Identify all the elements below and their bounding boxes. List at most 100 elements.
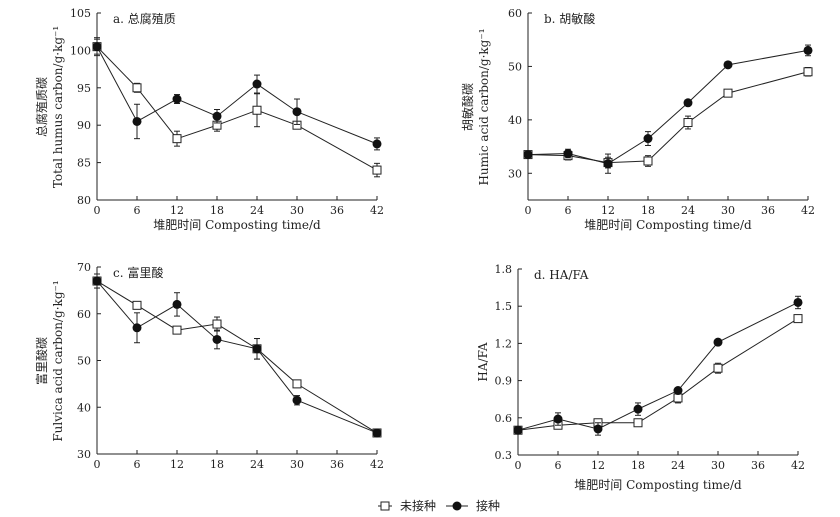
panel-title: a. 总腐殖质 xyxy=(113,11,176,26)
legend-label-uninoculated: 未接种 xyxy=(400,498,436,513)
series-line xyxy=(96,46,378,145)
x-tick-label: 30 xyxy=(290,204,304,217)
data-point-circle xyxy=(172,299,182,309)
x-tick-label: 12 xyxy=(591,459,605,472)
data-point-square xyxy=(252,105,262,115)
series-inoculated xyxy=(513,295,803,436)
series-line xyxy=(96,46,378,171)
x-tick-label: 0 xyxy=(525,204,532,217)
y-tick-label: 70 xyxy=(77,261,91,274)
x-tick-label: 0 xyxy=(94,458,101,471)
x-tick-label: 30 xyxy=(711,459,725,472)
x-tick-label: 24 xyxy=(250,204,264,217)
series-uninoculated xyxy=(92,38,382,178)
x-axis-title: 堆肥时间 Composting time/d xyxy=(574,478,742,492)
x-tick-label: 36 xyxy=(761,204,775,217)
y-tick-label: 1.5 xyxy=(495,300,513,313)
x-tick-label: 18 xyxy=(641,204,655,217)
panel-d: 0 6 12 18 24 30 36 42 0.3 0.6 0.9 1.2 1.5 1.8 d. HA/FA… xyxy=(476,263,805,492)
y-axis-title-en: Fulvica acid carbon/g·kg⁻¹ xyxy=(51,280,65,441)
data-point-circle xyxy=(563,149,573,159)
data-point-square xyxy=(172,325,182,335)
y-tick-label: 40 xyxy=(77,401,91,414)
y-axis-title-cn: 总腐殖质碳 xyxy=(34,77,49,137)
x-tick-label: 30 xyxy=(721,204,735,217)
panel-title: d. HA/FA xyxy=(534,268,589,282)
x-tick-label: 36 xyxy=(751,459,765,472)
series-inoculated xyxy=(523,44,813,174)
x-tick-label: 24 xyxy=(681,204,695,217)
x-tick-label: 36 xyxy=(330,458,344,471)
y-axis-title-cn: 富里酸碳 xyxy=(34,337,49,385)
y-tick-label: 50 xyxy=(77,355,91,368)
y-axis-title-en: Total humus carbon/g·kg⁻¹ xyxy=(51,26,65,188)
data-point-circle xyxy=(643,134,653,144)
y-tick-label: 0.9 xyxy=(495,375,513,388)
data-point-circle xyxy=(683,98,693,108)
data-point-circle xyxy=(212,111,222,121)
data-point-square xyxy=(673,393,683,403)
y-tick-label: 1.8 xyxy=(495,263,513,276)
panel-a: 0 6 12 18 24 30 36 42 80 85 90 95 100 105 a. 总腐殖质堆肥时间 … xyxy=(34,7,384,232)
series-line xyxy=(527,49,809,165)
series-inoculated xyxy=(92,37,382,151)
data-point-circle xyxy=(593,424,603,434)
data-point-circle xyxy=(633,404,643,414)
data-point-circle xyxy=(132,323,142,333)
x-tick-label: 18 xyxy=(210,458,224,471)
y-tick-label: 0.6 xyxy=(495,412,513,425)
data-point-circle xyxy=(803,45,813,55)
data-point-circle xyxy=(523,150,533,160)
x-tick-label: 12 xyxy=(170,458,184,471)
y-tick-label: 30 xyxy=(508,167,522,180)
x-tick-label: 0 xyxy=(515,459,522,472)
data-point-circle xyxy=(372,139,382,149)
y-tick-label: 30 xyxy=(77,448,91,461)
x-tick-label: 12 xyxy=(170,204,184,217)
y-tick-label: 1.2 xyxy=(495,337,513,350)
x-tick-label: 6 xyxy=(134,204,141,217)
y-tick-label: 60 xyxy=(508,7,522,20)
data-point-square xyxy=(643,156,653,166)
x-tick-label: 36 xyxy=(330,204,344,217)
y-tick-label: 85 xyxy=(77,157,91,170)
data-point-circle xyxy=(673,386,683,396)
data-point-circle xyxy=(92,276,102,286)
x-tick-label: 42 xyxy=(370,458,384,471)
data-point-square xyxy=(172,134,182,144)
panel-title: c. 富里酸 xyxy=(113,265,163,280)
y-tick-label: 105 xyxy=(70,7,91,20)
y-tick-label: 100 xyxy=(70,44,91,57)
data-point-square xyxy=(132,83,142,93)
series-line xyxy=(517,318,799,431)
legend-marker-filled-circle xyxy=(452,501,462,511)
data-point-square xyxy=(212,319,222,329)
y-tick-label: 50 xyxy=(508,60,522,73)
data-point-circle xyxy=(713,337,723,347)
legend: 未接种 接种 xyxy=(378,498,500,513)
x-tick-label: 24 xyxy=(671,459,685,472)
data-point-circle xyxy=(372,428,382,438)
data-point-circle xyxy=(212,334,222,344)
data-point-circle xyxy=(252,344,262,354)
y-tick-label: 40 xyxy=(508,114,522,127)
data-point-square xyxy=(723,88,733,98)
series-inoculated xyxy=(92,273,382,438)
x-tick-label: 42 xyxy=(801,204,815,217)
panel-title: b. 胡敏酸 xyxy=(544,11,595,26)
data-point-circle xyxy=(252,79,262,89)
data-point-square xyxy=(683,118,693,128)
data-point-circle xyxy=(603,159,613,169)
data-point-circle xyxy=(723,60,733,70)
x-axis-title: 堆肥时间 Composting time/d xyxy=(584,218,752,232)
data-point-square xyxy=(292,379,302,389)
data-point-square xyxy=(793,314,803,324)
x-tick-label: 30 xyxy=(290,458,304,471)
data-point-circle xyxy=(292,107,302,117)
legend-label-inoculated: 接种 xyxy=(476,498,500,513)
x-tick-label: 42 xyxy=(791,459,805,472)
y-tick-label: 60 xyxy=(77,308,91,321)
x-tick-label: 0 xyxy=(94,204,101,217)
data-point-square xyxy=(713,363,723,373)
